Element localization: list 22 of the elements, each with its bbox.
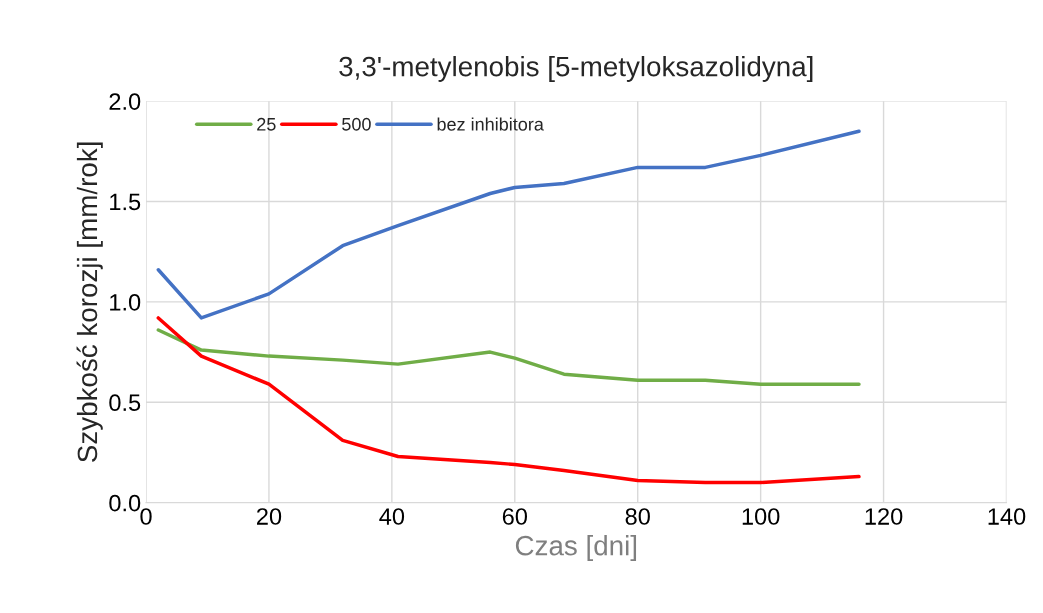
x-axis-title: Czas [dni] <box>515 535 637 561</box>
legend-label: bez inhibitora <box>437 117 544 131</box>
x-tick-label: 20 <box>257 508 282 525</box>
x-tick-label: 80 <box>625 508 650 525</box>
x-tick-label: 100 <box>742 508 780 525</box>
x-tick-label: 60 <box>502 508 527 525</box>
line-series <box>156 129 861 320</box>
y-axis-title: Szybkość korozji [mm/rok] <box>76 142 103 462</box>
y-tick-label: 1.5 <box>110 193 141 211</box>
legend-label: 25 <box>257 117 276 131</box>
x-tick-label: 0 <box>140 508 152 525</box>
x-tick-label: 140 <box>988 508 1026 525</box>
legend-label: 500 <box>342 117 371 131</box>
line-series <box>156 316 861 485</box>
y-tick-label: 2.0 <box>109 93 141 110</box>
y-tick-label: 1.0 <box>110 293 141 311</box>
x-tick-label: 120 <box>865 508 903 525</box>
y-tick-label: 0.5 <box>109 394 141 412</box>
chart-title: 3,3'-metylenobis [5-metyloksazolidyna] <box>339 56 813 82</box>
x-tick-label: 40 <box>379 508 405 525</box>
y-tick-label: 0.0 <box>109 494 141 512</box>
line-series <box>156 328 861 386</box>
